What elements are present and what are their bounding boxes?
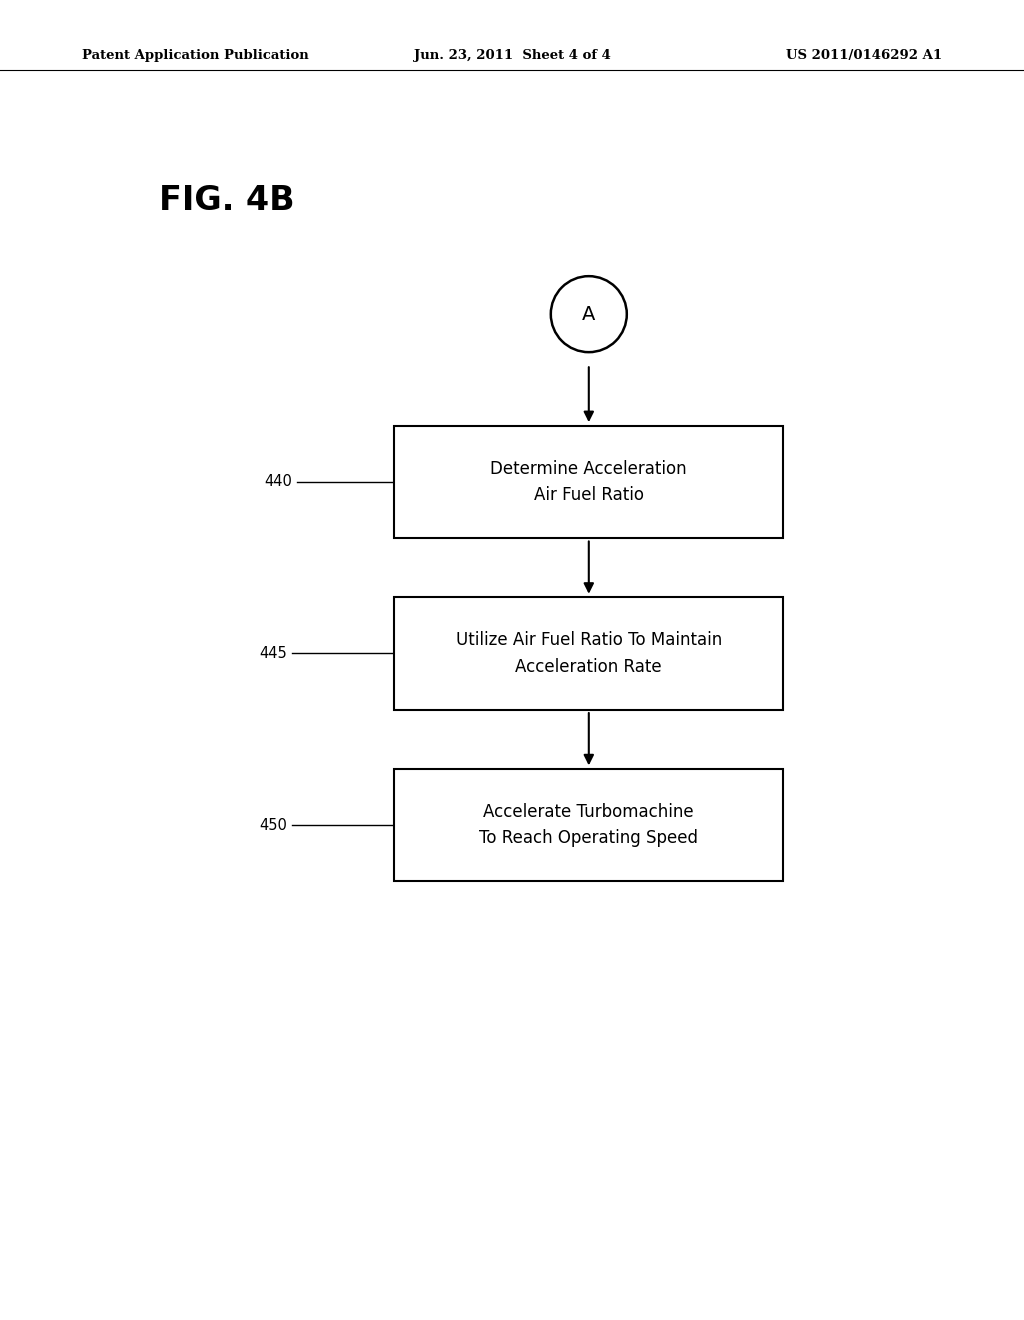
Text: FIG. 4B: FIG. 4B: [159, 183, 294, 216]
FancyBboxPatch shape: [394, 768, 783, 882]
Text: Accelerate Turbomachine
To Reach Operating Speed: Accelerate Turbomachine To Reach Operati…: [479, 803, 698, 847]
Text: 450: 450: [259, 817, 287, 833]
Text: 445: 445: [259, 645, 287, 661]
Text: Utilize Air Fuel Ratio To Maintain
Acceleration Rate: Utilize Air Fuel Ratio To Maintain Accel…: [456, 631, 722, 676]
FancyBboxPatch shape: [394, 425, 783, 539]
FancyBboxPatch shape: [394, 597, 783, 710]
Text: Patent Application Publication: Patent Application Publication: [82, 49, 308, 62]
Text: A: A: [582, 305, 596, 323]
Text: Jun. 23, 2011  Sheet 4 of 4: Jun. 23, 2011 Sheet 4 of 4: [414, 49, 610, 62]
Text: Determine Acceleration
Air Fuel Ratio: Determine Acceleration Air Fuel Ratio: [490, 459, 687, 504]
Text: 440: 440: [264, 474, 292, 490]
Text: US 2011/0146292 A1: US 2011/0146292 A1: [786, 49, 942, 62]
